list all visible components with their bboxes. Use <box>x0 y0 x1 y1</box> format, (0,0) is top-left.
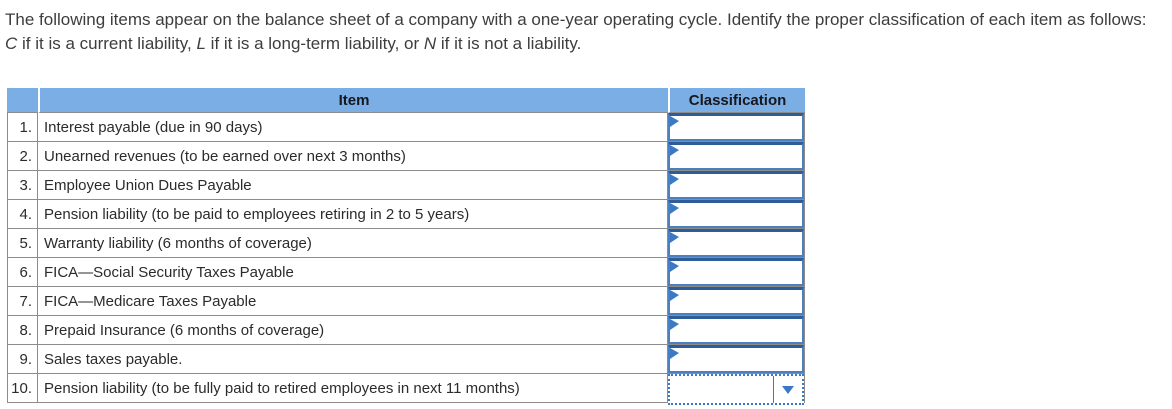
table-row: 7. FICA—Medicare Taxes Payable <box>7 287 805 316</box>
row-number: 2. <box>7 142 38 171</box>
classification-input[interactable] <box>668 113 804 141</box>
question-instructions: The following items appear on the balanc… <box>5 8 1160 56</box>
flag-triangle-icon <box>670 232 679 243</box>
classification-dropdown-open[interactable] <box>668 374 804 405</box>
row-number: 7. <box>7 287 38 316</box>
classification-cell-container <box>668 316 805 345</box>
classification-cell-container <box>668 171 805 200</box>
classification-code: C <box>5 34 18 53</box>
classification-cell-container <box>668 374 805 405</box>
classification-input[interactable] <box>668 171 804 199</box>
classification-input[interactable] <box>668 316 804 344</box>
row-number: 6. <box>7 258 38 287</box>
header-number <box>7 88 38 113</box>
flag-triangle-icon <box>670 261 679 272</box>
classification-cell-container <box>668 113 805 142</box>
table-row: 10. Pension liability (to be fully paid … <box>7 374 805 405</box>
classification-input[interactable] <box>668 142 804 170</box>
table-row: 4. Pension liability (to be paid to empl… <box>7 200 805 229</box>
instruction-text: The following items appear on the balanc… <box>5 10 1147 29</box>
classification-input[interactable] <box>668 287 804 315</box>
header-classification: Classification <box>668 88 805 113</box>
item-label: FICA—Social Security Taxes Payable <box>38 258 668 287</box>
table-row: 1. Interest payable (due in 90 days) <box>7 113 805 142</box>
classification-cell-container <box>668 200 805 229</box>
flag-triangle-icon <box>670 116 679 127</box>
table-row: 5. Warranty liability (6 months of cover… <box>7 229 805 258</box>
classification-input[interactable] <box>668 345 804 373</box>
row-number: 3. <box>7 171 38 200</box>
item-label: Unearned revenues (to be earned over nex… <box>38 142 668 171</box>
instruction-text: if it is a long-term liability, or <box>205 34 424 53</box>
classification-cell-container <box>668 345 805 374</box>
instruction-text: if it is a current liability, <box>17 34 197 53</box>
header-row: Item Classification <box>7 88 805 113</box>
table-row: 3. Employee Union Dues Payable <box>7 171 805 200</box>
flag-triangle-icon <box>670 319 679 330</box>
item-label: FICA—Medicare Taxes Payable <box>38 287 668 316</box>
classification-cell-container <box>668 258 805 287</box>
row-number: 8. <box>7 316 38 345</box>
table-row: 6. FICA—Social Security Taxes Payable <box>7 258 805 287</box>
table-row: 2. Unearned revenues (to be earned over … <box>7 142 805 171</box>
flag-triangle-icon <box>670 290 679 301</box>
row-number: 5. <box>7 229 38 258</box>
flag-triangle-icon <box>670 348 679 359</box>
classification-cell-container <box>668 229 805 258</box>
table-row: 9. Sales taxes payable. <box>7 345 805 374</box>
row-number: 1. <box>7 113 38 142</box>
item-label: Prepaid Insurance (6 months of coverage) <box>38 316 668 345</box>
row-number: 10. <box>7 374 38 403</box>
table-row: 8. Prepaid Insurance (6 months of covera… <box>7 316 805 345</box>
item-label: Pension liability (to be paid to employe… <box>38 200 668 229</box>
row-number: 9. <box>7 345 38 374</box>
chevron-down-icon <box>782 385 794 394</box>
header-item: Item <box>38 88 668 113</box>
classification-cell-container <box>668 142 805 171</box>
instruction-text: if it is not a liability. <box>436 34 582 53</box>
classification-code: N <box>423 34 437 53</box>
dropdown-divider <box>773 376 774 403</box>
item-label: Sales taxes payable. <box>38 345 668 374</box>
flag-triangle-icon <box>670 145 679 156</box>
classification-cell-container <box>668 287 805 316</box>
item-label: Interest payable (due in 90 days) <box>38 113 668 142</box>
classification-code: L <box>196 34 206 53</box>
flag-triangle-icon <box>670 203 679 214</box>
classification-input[interactable] <box>668 258 804 286</box>
classification-input[interactable] <box>668 229 804 257</box>
classification-table: Item Classification 1. Interest payable … <box>7 88 805 405</box>
item-label: Warranty liability (6 months of coverage… <box>38 229 668 258</box>
item-label: Pension liability (to be fully paid to r… <box>38 374 668 403</box>
item-label: Employee Union Dues Payable <box>38 171 668 200</box>
row-number: 4. <box>7 200 38 229</box>
classification-input[interactable] <box>668 200 804 228</box>
flag-triangle-icon <box>670 174 679 185</box>
